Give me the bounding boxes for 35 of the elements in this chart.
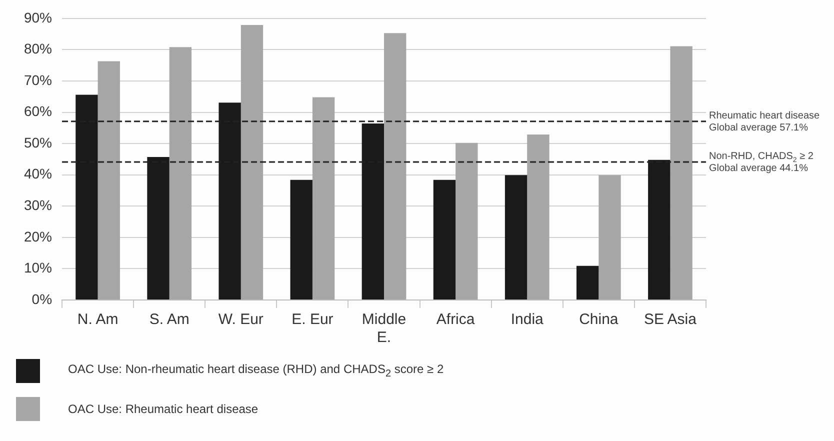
bar [504,175,528,300]
bar [670,46,692,300]
ref-line-label: Rheumatic heart disease Global average 57.1% [709,110,820,134]
x-tick-label: China [579,311,619,328]
y-tick-label: 50% [24,134,52,150]
y-tick-label: 70% [24,72,52,88]
x-tick-label: SE Asia [644,311,698,328]
bar [312,97,335,300]
bar [290,180,312,300]
x-tick-label: Africa [436,311,476,328]
bar [169,47,192,300]
bar [456,142,478,300]
x-tick-label: E. Eur [292,311,334,328]
y-tick-label: 40% [24,166,52,182]
bar [576,266,599,300]
x-tick-label: Middle E. [362,311,406,346]
y-tick-label: 90% [24,9,52,26]
y-tick-label: 0% [32,290,52,307]
bar [98,61,120,300]
bar [527,134,550,300]
x-tick-label: India [510,311,544,328]
bar [433,180,456,300]
bar [598,175,621,300]
x-tick-label: S. Am [149,311,190,328]
y-tick-label: 10% [24,260,52,276]
x-tick-label: W. Eur [218,311,264,328]
legend-label: OAC Use: Non-rheumatic heart disease (RHD) and CHADS$_{2}$ score ≥ 2 [68,362,444,380]
y-tick-label: 30% [24,196,52,213]
x-tick-label: N. Am [77,311,118,328]
y-tick-label: 60% [24,103,52,120]
y-tick-label: 80% [24,40,52,57]
y-tick-label: 20% [24,228,52,244]
bar [240,24,264,300]
legend-label: OAC Use: Rheumatic heart disease [68,402,258,416]
bar [384,33,406,300]
